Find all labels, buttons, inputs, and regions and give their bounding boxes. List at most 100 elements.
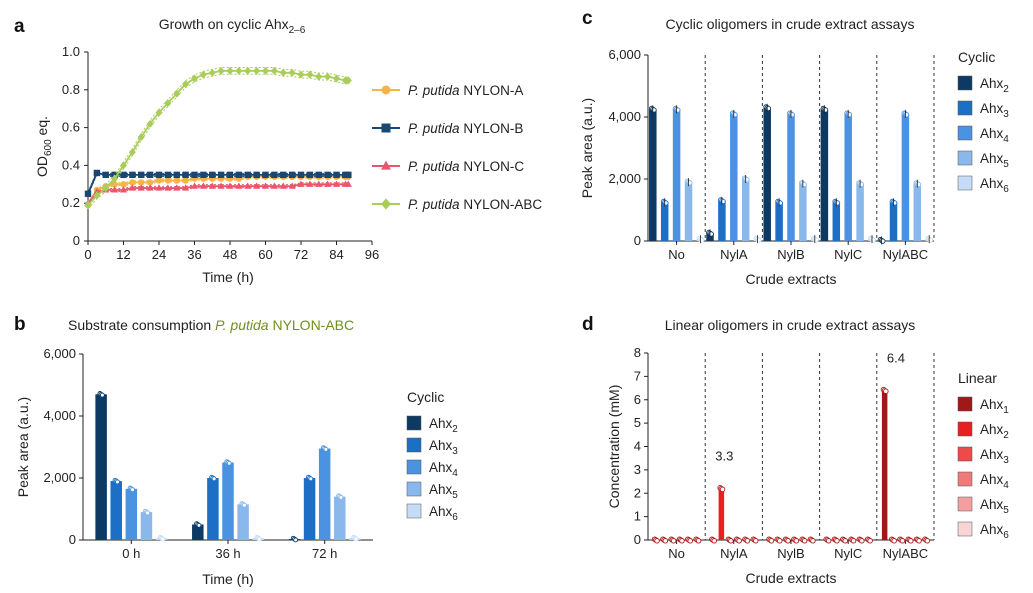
bar-3-2 bbox=[334, 496, 346, 540]
legend-3-label-sub: 5 bbox=[1003, 159, 1009, 170]
x-tick-label: 24 bbox=[152, 247, 166, 262]
point-1-0 bbox=[114, 479, 120, 485]
series-2-point bbox=[93, 188, 101, 195]
series-1-point bbox=[182, 171, 189, 179]
series-0-point bbox=[111, 181, 118, 188]
series-3-point bbox=[190, 74, 199, 83]
y-tick-label: 4,000 bbox=[608, 109, 641, 124]
legend-3-swatch bbox=[957, 471, 973, 487]
x-category-label: No bbox=[668, 546, 685, 561]
y-axis-label: OD600 eq. bbox=[34, 116, 54, 177]
series-3-point bbox=[226, 66, 234, 75]
series-3-point bbox=[208, 68, 216, 77]
series-1-point bbox=[235, 171, 243, 179]
y-tick-label: 2,000 bbox=[608, 171, 641, 186]
series-2-point bbox=[173, 184, 181, 191]
point-3-0 bbox=[679, 538, 685, 544]
point-4-3 bbox=[859, 538, 865, 544]
series-2-point bbox=[128, 184, 136, 191]
legend-0-label-base: Ahx bbox=[980, 397, 1004, 412]
series-0-point bbox=[120, 181, 127, 188]
legend-2-label: Ahx3 bbox=[980, 447, 1009, 466]
point-4-1 bbox=[744, 538, 751, 544]
legend-3-label-base: Ahx bbox=[980, 151, 1004, 166]
legend-3-swatch bbox=[406, 481, 422, 497]
legend-0-label-base: Ahx bbox=[429, 416, 453, 431]
point-3-3 bbox=[850, 538, 857, 544]
bar-0-3 bbox=[820, 109, 829, 241]
series-2-point bbox=[190, 182, 199, 189]
annotation-label: 6.4 bbox=[887, 350, 905, 365]
x-category-label: 0 h bbox=[122, 546, 140, 561]
point-1-3 bbox=[834, 538, 840, 544]
legend-2-label: Ahx4 bbox=[980, 126, 1009, 145]
point-3-2 bbox=[793, 538, 800, 544]
legend-title: Linear bbox=[958, 370, 997, 386]
bar-2-2 bbox=[318, 448, 331, 540]
legend-2-label: P. putida NYLON-C bbox=[408, 159, 524, 174]
y-tick-label: 1 bbox=[634, 509, 641, 524]
legend-1-label-base: Ahx bbox=[980, 101, 1004, 116]
bar-3-1 bbox=[741, 179, 750, 241]
series-3-point bbox=[324, 72, 332, 81]
point-4-4 bbox=[916, 538, 922, 544]
legend-2-label-base: Ahx bbox=[980, 447, 1004, 462]
bar-2-4 bbox=[901, 113, 910, 241]
point-1-2 bbox=[308, 476, 314, 482]
legend-0-label-sub: 1 bbox=[1003, 405, 1009, 416]
series-0-point bbox=[173, 177, 180, 184]
y-tick-label: 0.8 bbox=[62, 82, 80, 97]
point-3-0 bbox=[145, 510, 151, 516]
series-3-point bbox=[173, 89, 181, 98]
series-3-point bbox=[279, 68, 287, 77]
legend-1-label: Ahx3 bbox=[980, 101, 1009, 120]
legend-1-swatch bbox=[957, 100, 973, 116]
legend-0-label: Ahx2 bbox=[429, 416, 458, 435]
bar-1-1 bbox=[718, 488, 725, 540]
legend-0-label: Ahx1 bbox=[980, 397, 1009, 416]
bar-1-2 bbox=[775, 202, 783, 241]
series-2-line bbox=[87, 183, 349, 204]
point-4-2 bbox=[353, 536, 359, 542]
y-tick-label: 3 bbox=[634, 462, 641, 477]
legend-2-swatch-marker bbox=[381, 160, 391, 170]
x-axis-label: Time (h) bbox=[202, 571, 254, 587]
legend-1-label-italic: P. putida bbox=[408, 121, 460, 136]
series-3-point bbox=[182, 80, 190, 89]
legend-1-swatch bbox=[406, 437, 422, 453]
point-0-2 bbox=[293, 537, 299, 543]
y-tick-label: 0.4 bbox=[62, 157, 80, 172]
bar-1-3 bbox=[832, 202, 841, 241]
series-3-point bbox=[297, 70, 305, 79]
bar-3-3 bbox=[856, 183, 864, 241]
panel-b-title: Substrate consumption P. putida NYLON-AB… bbox=[68, 317, 354, 333]
series-1-point bbox=[262, 171, 269, 179]
series-1-point bbox=[217, 171, 225, 179]
series-3-point bbox=[93, 191, 101, 200]
legend-3-label: P. putida NYLON-ABC bbox=[408, 197, 542, 212]
point-4-0 bbox=[160, 536, 166, 542]
point-0-0 bbox=[654, 538, 660, 544]
series-2-point bbox=[261, 182, 270, 189]
legend-2-label-italic: P. putida bbox=[408, 159, 460, 174]
legend-4-label-base: Ahx bbox=[429, 504, 453, 519]
legend-0-label-italic: P. putida bbox=[408, 83, 460, 98]
point-5-4 bbox=[924, 538, 931, 544]
legend-5-label-sub: 6 bbox=[1003, 530, 1009, 541]
series-0-point bbox=[164, 177, 172, 184]
series-3-point bbox=[244, 66, 252, 75]
y-tick-label: 1.0 bbox=[62, 44, 80, 59]
series-2-point bbox=[253, 182, 261, 189]
legend-2-swatch bbox=[406, 459, 422, 475]
series-2-point bbox=[182, 184, 190, 191]
legend-2-label-base: Ahx bbox=[429, 460, 453, 475]
y-tick-label: 6,000 bbox=[43, 346, 76, 361]
series-2-point bbox=[111, 186, 119, 193]
legend-5-label-base: Ahx bbox=[980, 522, 1004, 537]
panel-c-title: Cyclic oligomers in crude extract assays bbox=[666, 16, 915, 32]
legend-1-label-sub: 2 bbox=[1003, 430, 1009, 441]
bar-0-2 bbox=[763, 107, 771, 241]
point-5-1 bbox=[753, 538, 759, 544]
series-1-point bbox=[138, 171, 145, 179]
x-axis-label: Time (h) bbox=[202, 269, 254, 285]
